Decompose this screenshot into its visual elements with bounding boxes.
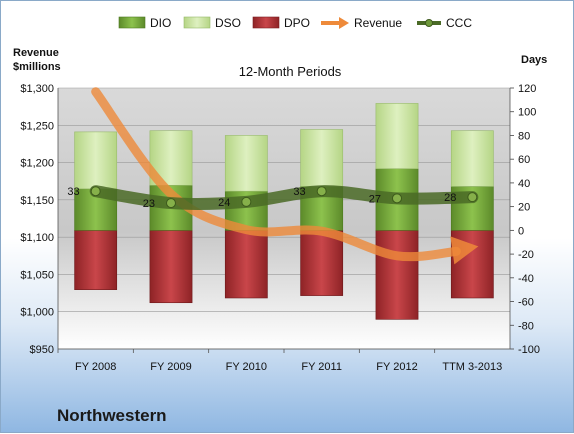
legend-swatch-dio — [118, 16, 146, 29]
left-tick-label: $950 — [30, 344, 54, 356]
right-tick-label: -80 — [518, 320, 534, 332]
ccc-data-label: 23 — [143, 198, 155, 210]
chart-title: 12-Month Periods — [239, 64, 342, 79]
bar-dso — [74, 131, 118, 190]
bar-dpo — [74, 230, 118, 290]
category-label: FY 2012 — [376, 361, 417, 373]
right-tick-label: 0 — [518, 225, 524, 237]
bar-dpo — [375, 230, 419, 320]
legend-label-revenue: Revenue — [354, 16, 402, 30]
category-label: FY 2010 — [226, 361, 267, 373]
ccc-data-label: 28 — [444, 192, 456, 204]
category-label: FY 2009 — [150, 361, 191, 373]
right-tick-label: 120 — [518, 83, 536, 95]
right-tick-label: -40 — [518, 273, 534, 285]
right-tick-label: 60 — [518, 154, 530, 166]
ccc-data-label: 27 — [369, 193, 381, 205]
right-axis-title: Days — [521, 54, 547, 66]
left-tick-label: $1,050 — [20, 269, 54, 281]
ccc-data-label: 33 — [293, 186, 305, 198]
bar-dso — [375, 103, 419, 169]
ccc-point — [392, 193, 402, 204]
bar-dpo — [300, 230, 344, 296]
ccc-point — [241, 196, 252, 207]
category-label: TTM 3-2013 — [442, 361, 502, 373]
ccc-point — [467, 192, 478, 203]
ccc-line — [89, 185, 479, 210]
left-axis-title-line1: Revenue — [13, 47, 59, 59]
right-tick-label: 40 — [518, 178, 530, 190]
legend-label-ccc: CCC — [446, 16, 472, 30]
plot-area — [58, 88, 510, 349]
revenue-arrowhead — [450, 236, 479, 265]
revenue-line — [91, 87, 461, 262]
left-tick-label: $1,150 — [20, 195, 54, 207]
ccc-point — [166, 198, 176, 209]
left-tick-label: $1,250 — [20, 120, 54, 132]
left-tick-label: $1,100 — [20, 232, 54, 244]
legend-label-dso: DSO — [215, 16, 241, 30]
bar-dso — [450, 130, 494, 187]
ccc-data-label: 33 — [67, 186, 79, 198]
category-label: FY 2008 — [75, 361, 116, 373]
ccc-data-label: 24 — [218, 197, 230, 209]
category-label: FY 2011 — [301, 361, 342, 373]
lines-layer: 33 23 24 33 27 28 — [67, 87, 479, 265]
left-tick-label: $1,300 — [20, 83, 54, 95]
ccc-point — [90, 186, 101, 197]
ccc-point — [316, 186, 327, 197]
bar-dso — [300, 129, 344, 187]
left-tick-label: $1,200 — [20, 158, 54, 170]
legend-label-dpo: DPO — [284, 16, 310, 30]
right-tick-label: 80 — [518, 130, 530, 142]
legend-swatch-revenue — [321, 17, 349, 29]
right-tick-label: 20 — [518, 202, 530, 214]
right-tick-label: -100 — [518, 344, 540, 356]
bar-dso — [224, 135, 268, 192]
left-axis-title-line2: $millions — [13, 61, 61, 73]
bar-dpo — [224, 230, 268, 299]
left-tick-label: $1,000 — [20, 307, 54, 319]
legend-swatch-ccc — [417, 19, 441, 27]
legend-label-dio: DIO — [150, 16, 171, 30]
axes-layer: $950 $1,000 $1,050 $1,100 $1,150 $1,200 $1,250… — [20, 83, 540, 373]
legend-swatch-dpo — [252, 16, 280, 29]
legend: DIO DSO DPO Revenue CCC — [118, 16, 472, 30]
right-tick-label: -20 — [518, 249, 534, 261]
legend-swatch-dso — [183, 16, 211, 29]
right-tick-label: 100 — [518, 107, 536, 119]
bar-dpo — [149, 230, 193, 304]
company-name: Northwestern — [57, 406, 167, 425]
right-tick-label: -60 — [518, 297, 534, 309]
